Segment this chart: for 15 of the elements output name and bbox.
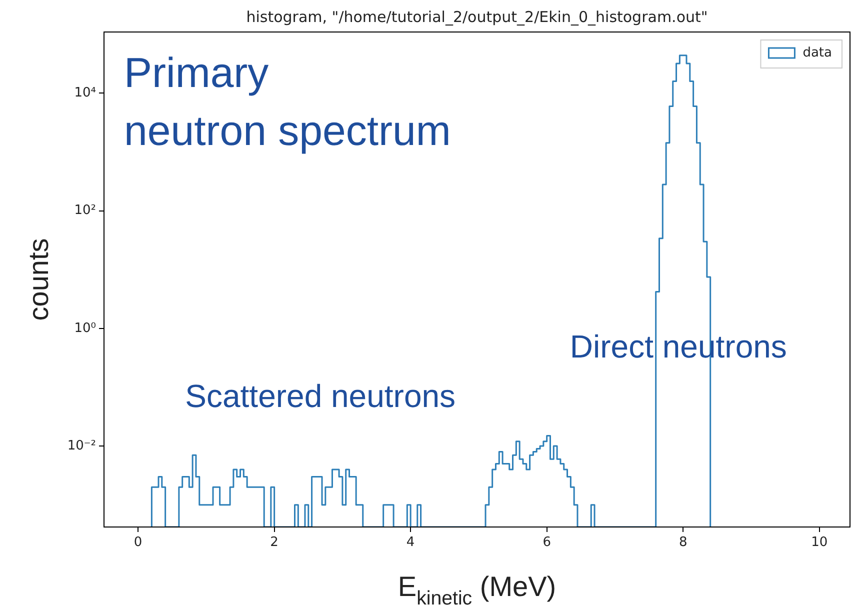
x-tick-label: 6 [542,535,551,550]
y-tick-label: 10² [74,203,96,218]
y-tick-label: 10⁴ [74,86,96,101]
legend-label: data [802,45,832,60]
y-axis-title: counts [23,238,54,321]
annotation: Scattered neutrons [185,378,456,414]
x-tick-label: 4 [406,535,415,550]
y-tick-label: 10⁰ [74,320,96,336]
x-tick-label: 10 [811,535,828,550]
x-tick-label: 2 [270,535,278,550]
chart-title: histogram, "/home/tutorial_2/output_2/Ekin_0_histogram.out" [246,8,708,26]
y-tick-label: 10⁻² [67,438,96,454]
x-tick-label: 8 [678,535,688,550]
annotation: Primary neutron spectrum [124,49,451,154]
x-tick-label: 0 [134,535,142,550]
